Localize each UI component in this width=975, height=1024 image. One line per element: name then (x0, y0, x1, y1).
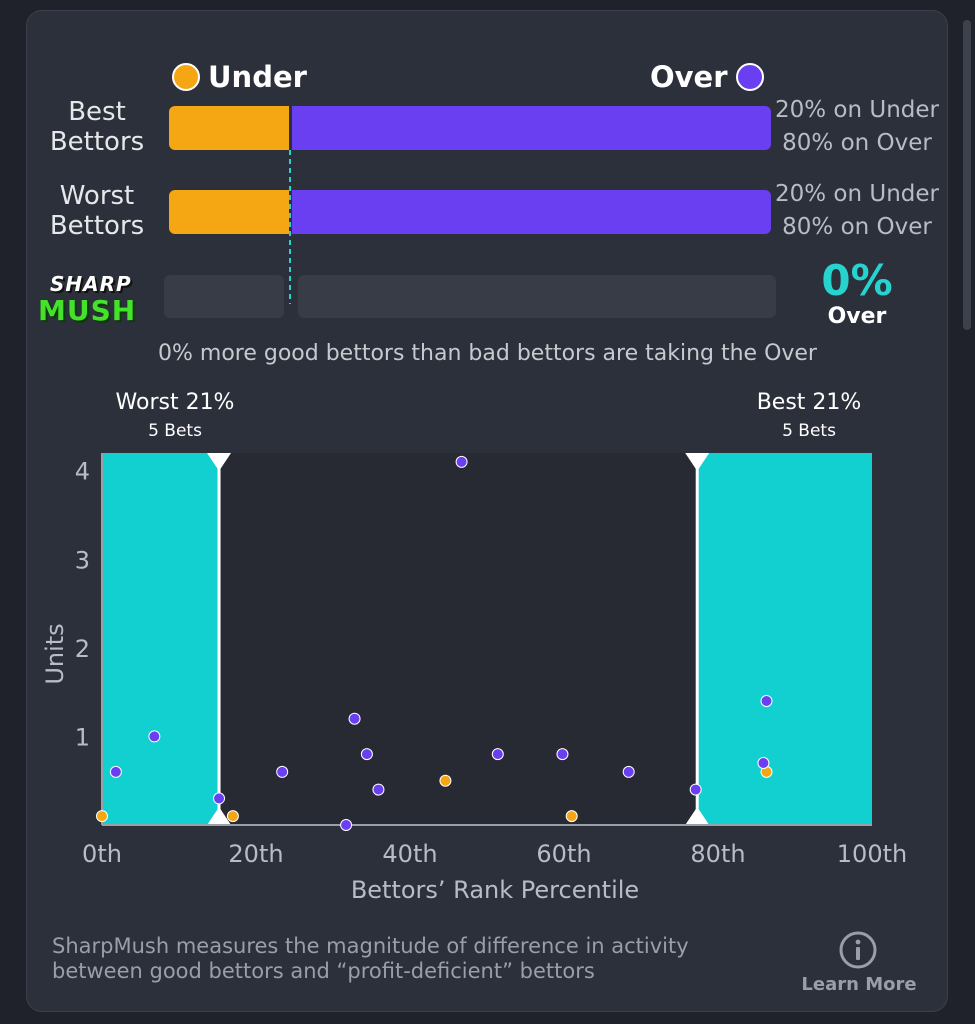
over-data-point (340, 819, 353, 831)
y-axis-title: Units (41, 623, 69, 684)
split-divider-line (289, 150, 291, 304)
y-tick-label: 1 (75, 723, 90, 751)
sharpmush-logo: SHARP MUSH (36, 272, 154, 332)
best-boundary-top-marker (685, 453, 710, 471)
over-dot-icon (735, 63, 764, 91)
best-bettors-bar (169, 106, 771, 150)
footer-line2: between good bettors and “profit-deficie… (52, 959, 595, 983)
best-zone-title: Best 21% (756, 390, 862, 415)
y-tick-label: 3 (75, 546, 90, 574)
under-data-point (565, 810, 578, 823)
sharpmush-side: Over (827, 304, 887, 329)
over-data-point (213, 792, 226, 805)
worst-zone-title: Worst 21% (115, 390, 235, 415)
legend-over: Over (650, 60, 764, 94)
worst-over-segment (292, 190, 771, 234)
scrollbar-thumb[interactable] (963, 20, 971, 330)
over-data-point (455, 455, 468, 468)
over-data-point (360, 748, 373, 761)
bar-divider (289, 106, 293, 150)
sharpmush-track-left (164, 275, 284, 318)
y-tick-label: 4 (75, 458, 90, 486)
x-tick-label: 0th (82, 840, 122, 868)
x-tick-label: 20th (228, 840, 283, 868)
over-data-point (689, 783, 702, 796)
worst-over-pct: 80% on Over (782, 214, 932, 240)
best-zone (697, 453, 872, 825)
logo-line2: MUSH (38, 294, 137, 327)
logo-line1: SHARP (50, 272, 132, 296)
bar-divider (289, 190, 293, 234)
worst-bettors-label: Worst Bettors (40, 181, 154, 241)
footer-line1: SharpMush measures the magnitude of diff… (52, 934, 689, 958)
learn-more-link[interactable]: Learn More (801, 974, 917, 995)
worst-under-pct: 20% on Under (774, 181, 939, 207)
worst-label-line1: Worst (59, 181, 135, 211)
over-data-point (148, 730, 161, 743)
best-zone-bets: 5 Bets (782, 421, 836, 441)
sharpmush-track-right (298, 275, 776, 318)
worst-boundary-bottom-marker (207, 807, 232, 825)
best-under-pct: 20% on Under (774, 97, 939, 123)
under-data-point (226, 810, 239, 823)
best-bettors-pct: 20% on Under 80% on Over (772, 94, 942, 160)
over-data-point (622, 765, 635, 778)
over-data-point (276, 765, 289, 778)
footer-description: SharpMush measures the magnitude of diff… (52, 934, 772, 984)
x-axis-title: Bettors’ Rank Percentile (351, 876, 639, 904)
sharpmush-summary: 0% more good bettors than bad bettors ar… (158, 341, 817, 366)
over-data-point (491, 748, 504, 761)
worst-bettors-bar (169, 190, 771, 234)
over-data-point (556, 748, 569, 761)
worst-zone (102, 453, 220, 825)
best-label-line1: Best (68, 97, 126, 127)
over-data-point (109, 765, 122, 778)
over-data-point (348, 712, 361, 725)
worst-boundary-top-marker (207, 453, 232, 471)
legend-under: Under (172, 60, 307, 94)
worst-bettors-pct: 20% on Under 80% on Over (772, 178, 942, 244)
best-bettors-label: Best Bettors (40, 97, 154, 157)
over-data-point (760, 695, 773, 707)
legend-under-label: Under (208, 60, 307, 94)
best-label-line2: Bettors (49, 127, 145, 157)
info-circle-icon[interactable] (838, 930, 878, 970)
under-dot-icon (172, 63, 200, 91)
over-data-point (372, 783, 385, 796)
best-under-segment (169, 106, 290, 150)
x-tick-label: 80th (690, 840, 745, 868)
x-tick-label: 60th (536, 840, 591, 868)
best-boundary-bottom-marker (685, 807, 710, 825)
worst-label-line2: Bettors (49, 211, 145, 241)
worst-under-segment (169, 190, 290, 234)
over-data-point (757, 757, 770, 769)
best-over-segment (292, 106, 771, 150)
best-over-pct: 80% on Over (782, 130, 932, 156)
legend-over-label: Over (650, 60, 728, 94)
under-data-point (96, 810, 108, 823)
y-tick-label: 2 (75, 635, 90, 663)
under-data-point (439, 774, 452, 787)
x-tick-label: 100th (837, 840, 907, 868)
worst-zone-bets: 5 Bets (148, 421, 202, 441)
sharpmush-value: 0% (821, 256, 893, 305)
x-tick-label: 40th (382, 840, 437, 868)
